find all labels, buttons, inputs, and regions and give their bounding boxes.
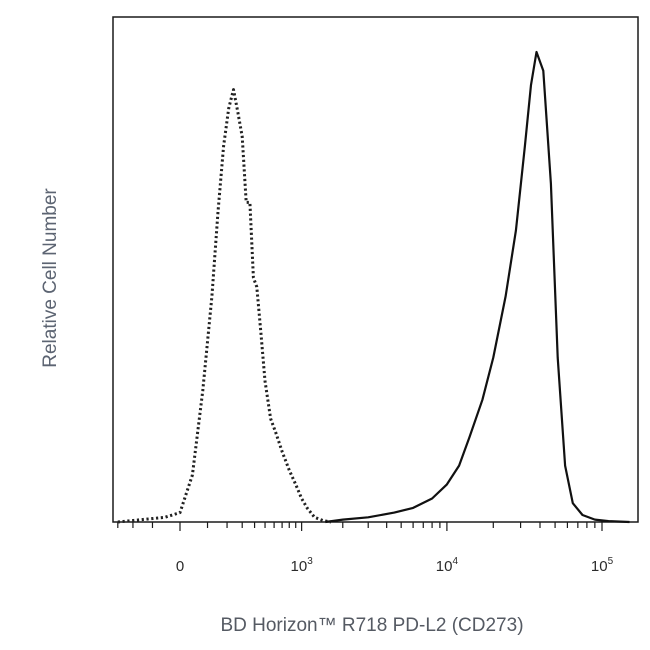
y-axis-title: Relative Cell Number [40,188,61,368]
x-axis-ticks [117,522,603,531]
x-tick-label: 0 [176,558,184,575]
x-axis-title: BD Horizon™ R718 PD-L2 (CD273) [220,615,523,636]
x-tick-labels: 0 103 104 105 [176,556,614,575]
series-line-unstained-control [117,88,332,524]
x-tick-label: 103 [291,556,314,575]
x-tick-label: 105 [591,556,614,575]
x-tick-label: 104 [436,556,459,575]
series-line-stained [325,50,630,524]
plot-frame [112,16,639,523]
series-group [117,50,630,524]
